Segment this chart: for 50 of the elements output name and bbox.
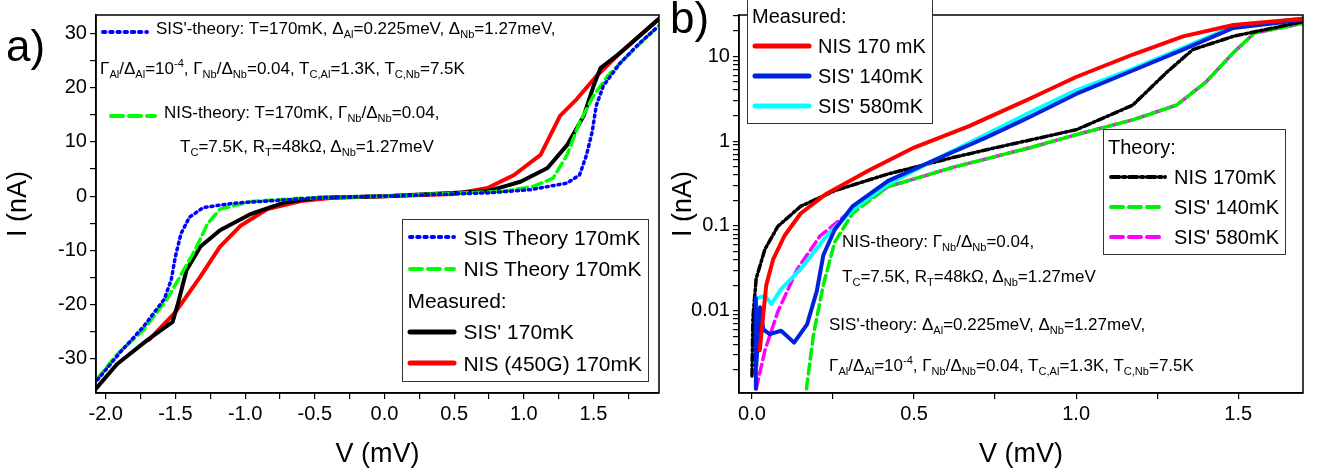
- x-tick-label: -0.5: [297, 401, 333, 424]
- x-tick-label: 0.5: [440, 401, 469, 424]
- annotation: SIS'-theory: Δ$_{Al}$=0.225meV, Δ$_{Nb}$=1.27meV,: [829, 315, 1146, 339]
- x-tick-label: 0.0: [738, 401, 766, 424]
- y-tick-label: 10: [64, 129, 87, 152]
- text: Γ$_{Al}$/Δ$_{Al}$=10$^{-4}$, Γ$_{Nb}$/Δ$_{Nb}$=0.04, T$_{C,Al}$=1.3K, T$_{C,Nb}$=7.5K: [100, 57, 465, 81]
- y-tick-label: 0.1: [702, 213, 730, 236]
- annotation: Measured:: [752, 4, 848, 29]
- annotation: SIS'-theory: T=170mK, Δ$_{Al}$=0.225meV, Δ$_{Nb}$=1.27meV,: [156, 19, 556, 43]
- legend-label: NIS 170 mK: [818, 34, 926, 59]
- x-tick-label: -1.0: [227, 401, 263, 424]
- x-tick-label: 1.0: [1062, 401, 1091, 424]
- legend-label: SIS' 170mK: [463, 319, 574, 345]
- legend-label: SIS' 140mK: [1174, 195, 1279, 220]
- legend-label: SIS' 580mK: [818, 94, 923, 119]
- y-tick-label: 10: [707, 43, 730, 66]
- chart-title: a): [6, 21, 46, 70]
- legend-label: SIS' 140mK: [818, 64, 923, 89]
- legend-label: NIS 170mK: [1174, 165, 1277, 190]
- y-tick-label: -20: [58, 292, 87, 315]
- y-tick-label: -10: [58, 237, 87, 260]
- y-tick-label: -30: [58, 346, 87, 369]
- legend-label: NIS Theory 170mK: [463, 256, 642, 282]
- y-tick-label: 30: [64, 20, 87, 43]
- chart-title: b): [670, 0, 710, 42]
- y-axis-title: I (nA): [1, 170, 32, 238]
- y-tick-label: 1: [718, 128, 730, 151]
- x-axis-title: V (mV): [979, 438, 1063, 469]
- text: Γ$_{Al}$/Δ$_{Al}$=10$^{-4}$, Γ$_{Nb}$/Δ$_{Nb}$=0.04, T$_{C,Al}$=1.3K, T$_{C,Nb}$=7.5K: [829, 354, 1194, 378]
- legend-label: NIS (450G) 170mK: [463, 350, 642, 377]
- annotation: Measured:: [407, 287, 508, 314]
- x-tick-label: 1.0: [509, 401, 538, 424]
- annotation: T$_{C}$=7.5K, R$_{T}$=48kΩ, Δ$_{Nb}$=1.27meV: [180, 137, 434, 161]
- x-tick-label: 1.5: [1224, 401, 1253, 424]
- y-axis-title: I (nA): [666, 170, 697, 238]
- x-tick-label: 1.5: [579, 401, 608, 424]
- legend-label: SIS Theory 170mK: [463, 224, 641, 251]
- y-tick-label: 20: [64, 75, 87, 98]
- annotation: T$_{C}$=7.5K, R$_{T}$=48kΩ, Δ$_{Nb}$=1.27meV: [842, 267, 1096, 291]
- annotation: NIS-theory: T=170mK, Γ$_{Nb}$/Δ$_{Nb}$=0.04,: [164, 103, 440, 127]
- x-tick-label: -2.0: [88, 401, 123, 424]
- x-tick-label: 0.0: [370, 401, 399, 424]
- legend-label: SIS' 580mK: [1174, 225, 1279, 250]
- x-tick-label: -1.5: [158, 401, 193, 424]
- annotation: Theory:: [1108, 135, 1177, 160]
- x-tick-label: 0.5: [900, 401, 928, 424]
- y-tick-label: 0: [75, 183, 87, 206]
- y-tick-label: 0.01: [691, 298, 730, 321]
- annotation: NIS-theory: Γ$_{Nb}$/Δ$_{Nb}$=0.04,: [842, 232, 1035, 256]
- x-axis-title: V (mV): [335, 438, 420, 469]
